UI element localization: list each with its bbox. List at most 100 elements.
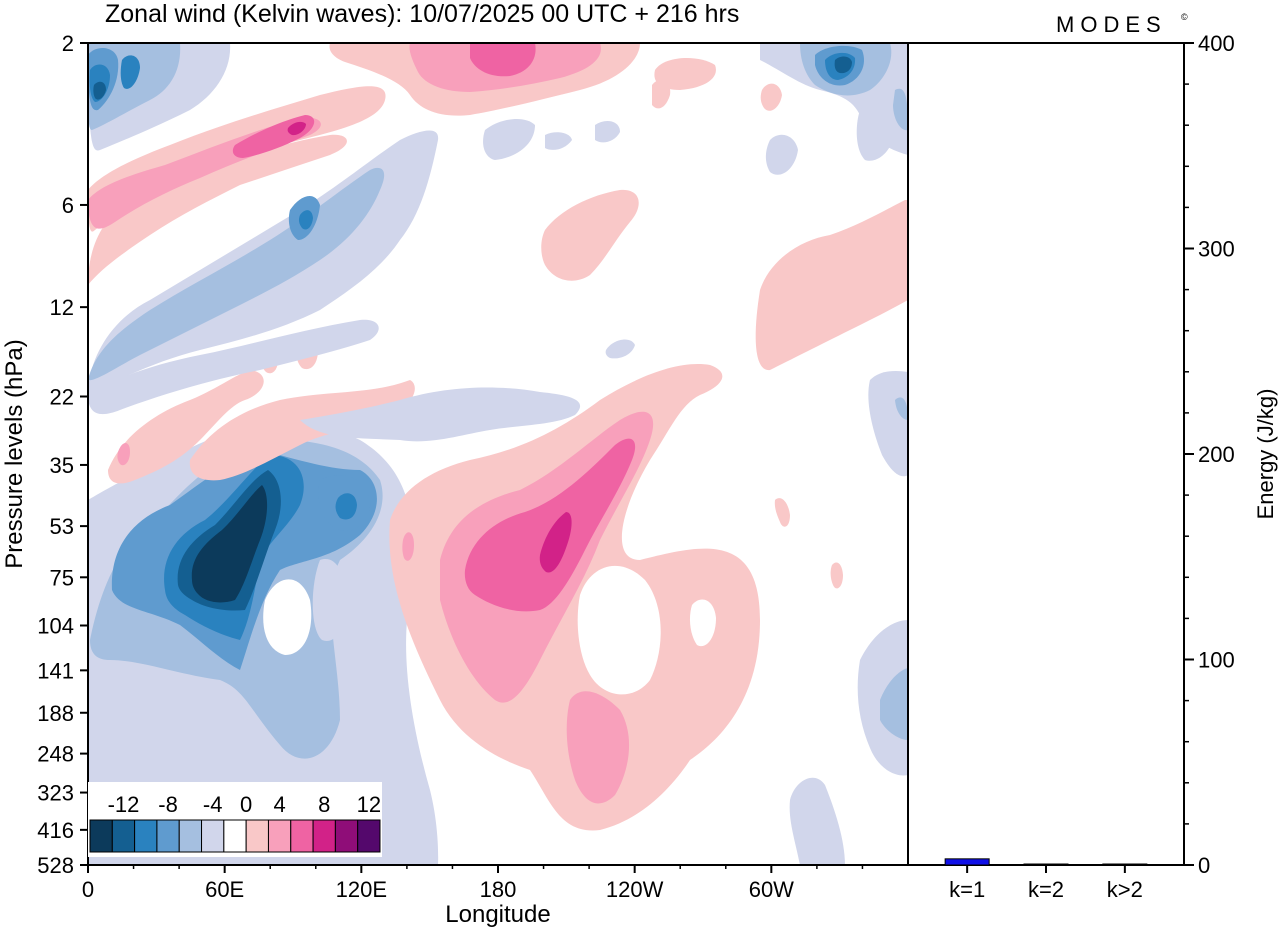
pressure-tick-label: 416: [37, 818, 74, 843]
contour-neg-right-edge: [893, 88, 908, 131]
longitude-tick-label: 180: [480, 877, 517, 902]
pressure-tick-label: 323: [37, 781, 74, 806]
contour-neg-12: [191, 485, 268, 603]
longitude-tick-label: 120W: [606, 877, 664, 902]
colorbar-swatch: [357, 819, 381, 853]
pressure-tick-label: 528: [37, 853, 74, 878]
energy-tick-label: 400: [1198, 31, 1235, 56]
contour-pos-sp-4: [652, 79, 671, 109]
contour-neg-sp-3: [595, 120, 620, 143]
contour-pos-spot-4: [774, 498, 790, 527]
x-axis-label: Longitude: [445, 901, 550, 928]
energy-tick-label: 300: [1198, 237, 1235, 262]
energy-tick-label: 100: [1198, 648, 1235, 673]
colorbar-swatch: [201, 819, 225, 853]
chart-title: Zonal wind (Kelvin waves): 10/07/2025 00…: [105, 0, 739, 28]
contour-pos-8: [539, 512, 572, 573]
contour-pos-band-mid: [108, 370, 264, 484]
pressure-tick-label: 75: [50, 565, 74, 590]
contour-pos-4b: [402, 532, 414, 561]
longitude-tick-label: 0: [82, 877, 94, 902]
colorbar-swatch: [267, 819, 292, 853]
pressure-axis: 2 6 12 22 35 53 75 104 141 188 248 323 416 528: [37, 31, 88, 878]
energy-axis-label: Energy (J/kg): [1253, 389, 1278, 520]
contour-pos-sp-3: [760, 83, 782, 111]
pressure-tick-label: 22: [50, 384, 74, 409]
pressure-tick-label: 12: [50, 295, 74, 320]
colorbar-swatch: [156, 819, 180, 853]
energy-bar: [1023, 863, 1069, 866]
colorbar-swatch: [245, 819, 269, 853]
contour-neg-8b: [335, 493, 357, 520]
contour-neg-lower-right: [868, 370, 908, 477]
pressure-tick-label: 35: [50, 453, 74, 478]
pressure-tick-label: 248: [37, 742, 74, 767]
colorbar-label: 12: [357, 792, 381, 817]
longitude-tick-label: 120E: [336, 877, 387, 902]
energy-bar: [1102, 863, 1148, 866]
contour-neg-band-mid: [88, 319, 379, 415]
contour-pos-2: [389, 364, 760, 831]
contour-neg-sp-2: [545, 132, 572, 150]
y-axis-label: Pressure levels (hPa): [1, 339, 28, 568]
contour-pos-top-6: [470, 43, 536, 77]
heatmap-field: [88, 43, 908, 865]
contour-pos-4c: [566, 691, 630, 804]
contour-pos-mid-right-2: [755, 200, 908, 371]
contour-neg-sp-5: [765, 134, 798, 175]
bar-panel-frame: [907, 42, 1185, 866]
energy-tick-label: 0: [1198, 853, 1210, 878]
longitude-tick-label: 60E: [205, 877, 244, 902]
contour-neg-right-bottom-4: [880, 668, 908, 740]
colorbar-label: -12: [108, 792, 140, 817]
pressure-tick-label: 2: [62, 31, 74, 56]
pressure-tick-label: 53: [50, 514, 74, 539]
colorbar-label: 4: [273, 792, 285, 817]
contour-white-hole-3: [577, 565, 661, 695]
colorbar-label: -4: [203, 792, 223, 817]
contour-pos-top-sp: [654, 58, 716, 90]
energy-category-label: k=1: [949, 877, 985, 902]
contour-pos-band-mid-b: [189, 380, 415, 481]
contour-pos-up-8: [287, 121, 306, 136]
pressure-tick-label: 188: [37, 701, 74, 726]
contour-neg-top-left-8b: [120, 55, 140, 89]
contour-pos-spot-3: [854, 282, 872, 303]
contour-neg-sp-1: [483, 118, 535, 160]
colorbar-swatch: [290, 819, 314, 853]
energy-category-label: k>2: [1107, 877, 1143, 902]
contour-neg-lower-right-4: [895, 397, 908, 420]
pressure-tick-label: 104: [37, 613, 74, 638]
brand-mark: ©: [1181, 12, 1188, 22]
contour-neg-spot-1: [605, 339, 635, 359]
contour-white-hole-2: [312, 559, 345, 641]
contour-pos-mid-right-1: [541, 189, 639, 281]
brand-logo: MODES: [1056, 12, 1167, 37]
energy-category-label: k=2: [1028, 877, 1064, 902]
pressure-tick-label: 6: [62, 193, 74, 218]
colorbar-swatch: [223, 819, 247, 853]
longitude-axis: 0 60E 120E 180 120W 60W: [82, 865, 864, 902]
contour-pos-band-mid-c: [117, 443, 130, 466]
contour-white-hole-4: [689, 599, 716, 647]
energy-tick-label: 200: [1198, 442, 1235, 467]
colorbar-swatch: [334, 819, 359, 853]
energy-bars: k=1 k=2 k>2: [944, 858, 1148, 902]
energy-bar: [944, 858, 990, 866]
contour-pos-spot-5: [830, 562, 843, 589]
colorbar-label: 8: [318, 792, 330, 817]
longitude-tick-label: 60W: [749, 877, 794, 902]
contour-neg-sp-4: [856, 103, 896, 161]
colorbar-swatch: [134, 819, 158, 853]
colorbar-swatch: [312, 819, 336, 853]
contour-white-hole-1: [263, 579, 312, 655]
contour-pos-6: [464, 438, 636, 612]
contour-neg-up-8: [298, 210, 313, 230]
colorbar: -12 -8 -4 0 4 8 12: [88, 782, 382, 857]
colorbar-label: 0: [240, 792, 252, 817]
contour-neg-band-mid-b: [300, 387, 581, 442]
colorbar-label: -8: [158, 792, 178, 817]
energy-axis: 0 100 200 300 400: [1184, 31, 1235, 878]
contour-neg-top-right-10: [834, 56, 852, 74]
